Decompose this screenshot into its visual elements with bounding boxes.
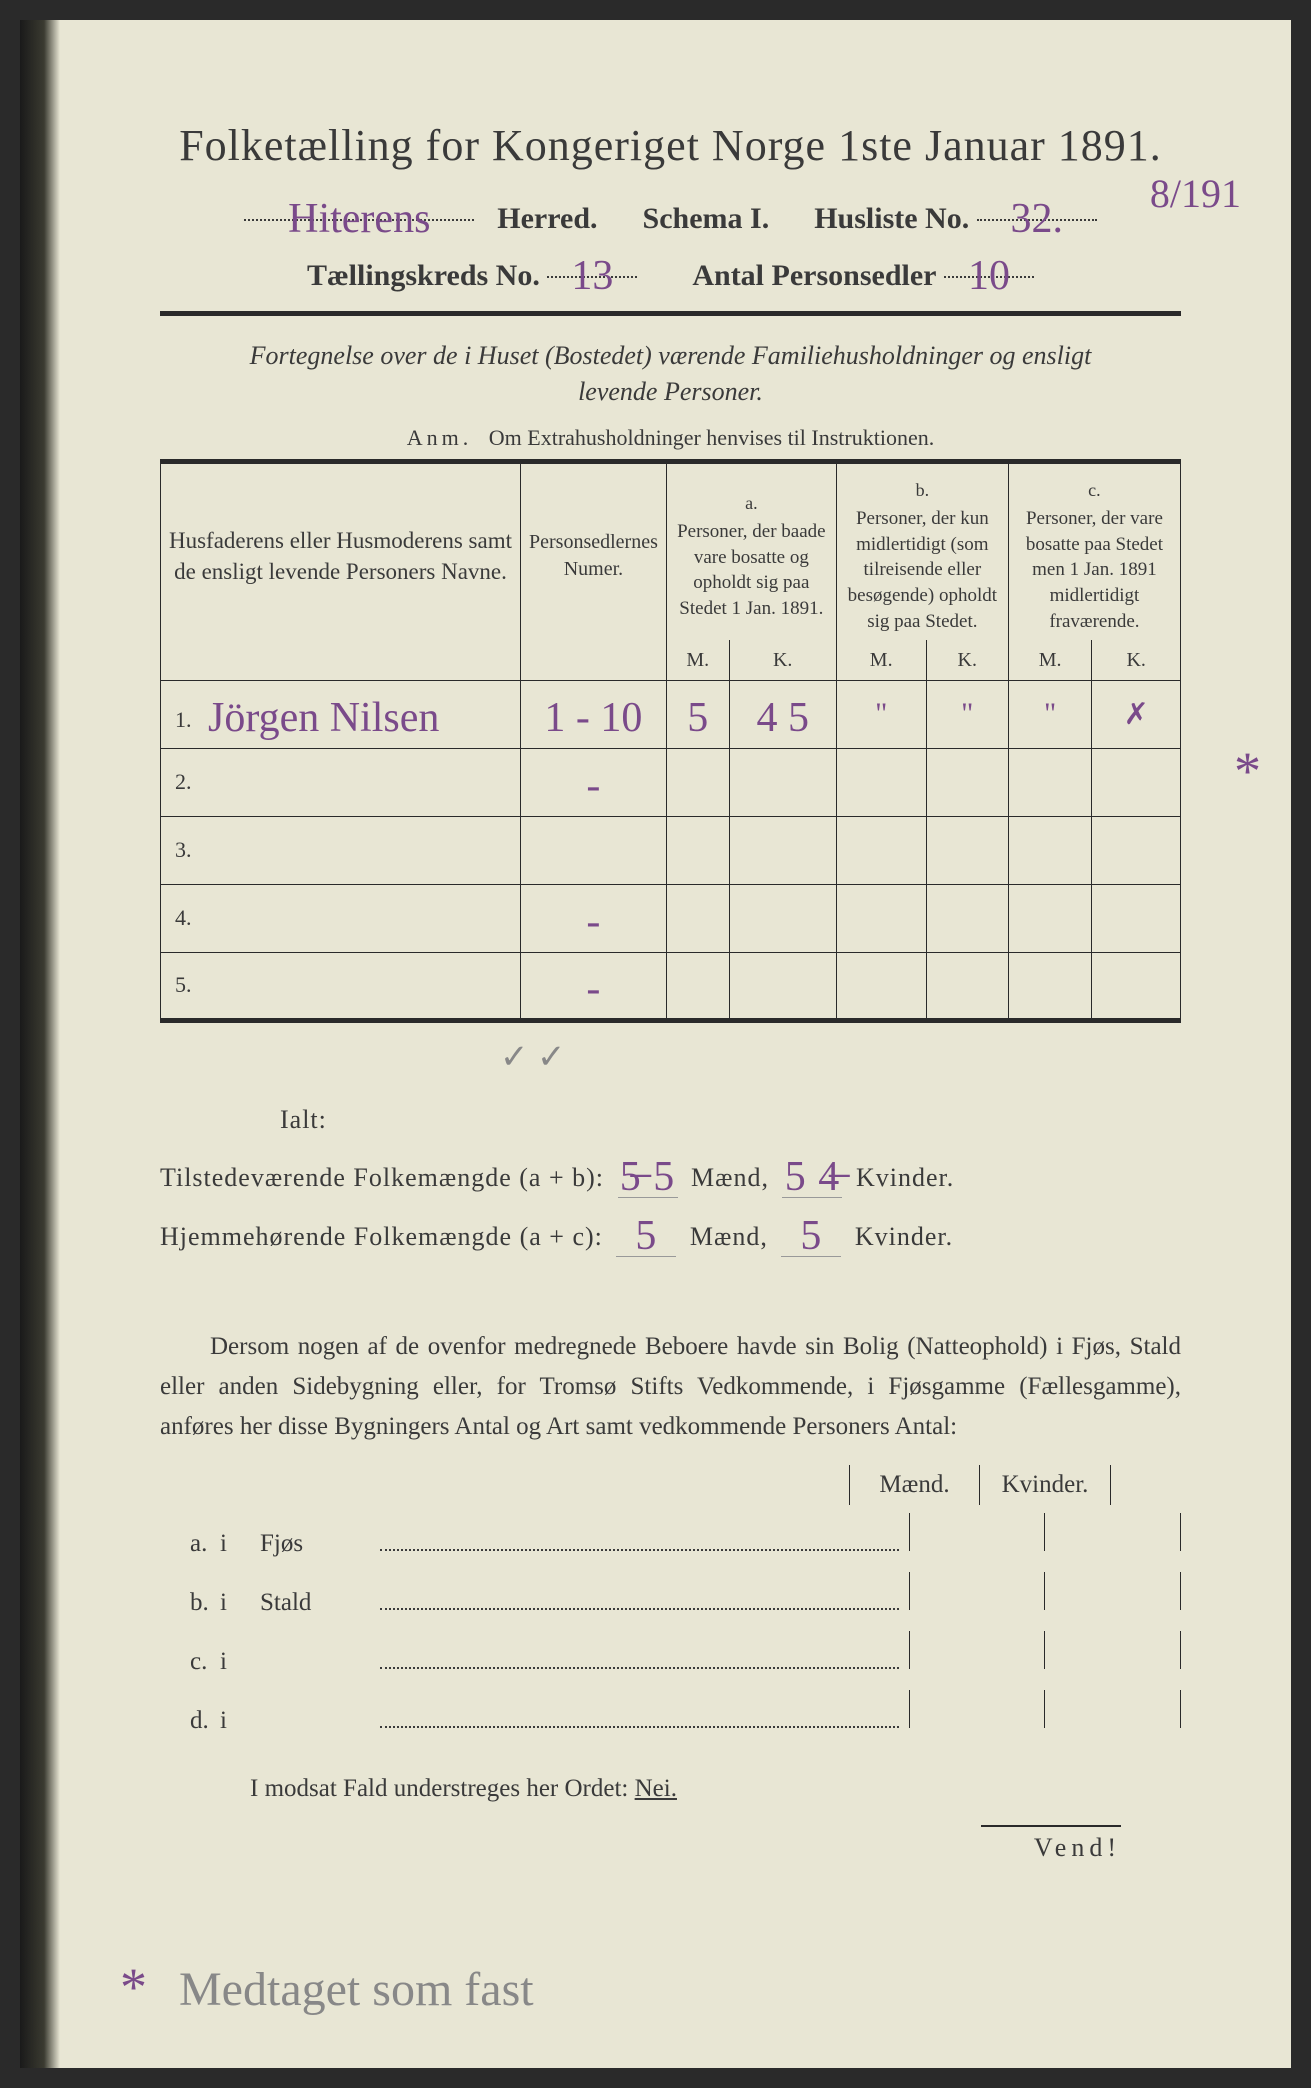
table-row: 4. - <box>161 884 1181 952</box>
census-form-page: Folketælling for Kongeriget Norge 1ste J… <box>20 20 1291 2068</box>
col-header-names: Husfaderens eller Husmoderens samt de en… <box>161 461 521 640</box>
table-row: 1. Jörgen Nilsen 1 - 10 5 4 5 " " " ✗ <box>161 680 1181 748</box>
subhead-a-m: M. <box>666 640 729 680</box>
col-header-a: a.Personer, der baade vare bosatte og op… <box>666 461 836 640</box>
kreds-label: Tællingskreds No. <box>307 259 540 292</box>
handwritten-footnote: * Medtaget som fast <box>120 1956 534 2018</box>
herred-label: Herred. <box>497 202 597 235</box>
col-header-b: b.Personer, der kun midlertidigt (som ti… <box>836 461 1008 640</box>
below-table-marks: ✓ ✓ <box>160 1037 1181 1077</box>
divider-rule <box>160 311 1181 316</box>
abcd-row: a. i Fjøs <box>160 1513 1181 1558</box>
abcd-list: a. i Fjøs b. i Stald c. i d. i <box>160 1513 1181 1735</box>
side-fraction: 8/191 <box>1150 170 1241 217</box>
table-row: 2. - <box>161 748 1181 816</box>
subhead-a-k: K. <box>729 640 836 680</box>
kreds-field: 13 <box>547 248 637 278</box>
antal-label: Antal Personsedler <box>692 259 936 292</box>
herred-field: Hiterens <box>244 191 474 221</box>
header-line-kreds: Tællingskreds No. 13 Antal Personsedler … <box>160 248 1181 293</box>
husliste-label: Husliste No. <box>814 202 969 235</box>
schema-label: Schema I. <box>643 202 770 235</box>
table-row: 5. - <box>161 952 1181 1020</box>
subhead-c-m: M. <box>1008 640 1092 680</box>
dersom-paragraph: Dersom nogen af de ovenfor medregnede Be… <box>160 1327 1181 1447</box>
ialt-block: Ialt: Tilstedeværende Folkemængde (a + b… <box>160 1105 1181 1257</box>
antal-field: 10 <box>944 248 1034 278</box>
modsat-line: I modsat Fald understreges her Ordet: Ne… <box>160 1775 1181 1803</box>
ialt-label: Ialt: <box>280 1105 1181 1135</box>
ialt-row-hjemme: Hjemmehørende Folkemængde (a + c): 5 Mæn… <box>160 1208 1181 1257</box>
footnote-asterisk: * <box>120 1957 147 2017</box>
abcd-row: b. i Stald <box>160 1572 1181 1617</box>
mk-maend: Mænd. <box>850 1465 980 1505</box>
subhead-b-m: M. <box>836 640 926 680</box>
husliste-field: 32. <box>977 191 1097 221</box>
subhead-b-k: K. <box>926 640 1008 680</box>
vend-label: Vend! <box>160 1833 1181 1863</box>
col-header-c: c.Personer, der vare bosatte paa Stedet … <box>1008 461 1180 640</box>
nei-word: Nei. <box>635 1775 677 1802</box>
fortegnelse-heading: Fortegnelse over de i Huset (Bostedet) v… <box>160 338 1181 411</box>
anm-note: Anm. Om Extrahusholdninger henvises til … <box>160 425 1181 451</box>
ialt-row-tilstede: Tilstedeværende Folkemængde (a + b): 5̶ … <box>160 1149 1181 1198</box>
subhead-c-k: K. <box>1092 640 1181 680</box>
abcd-row: c. i <box>160 1631 1181 1676</box>
census-table: Husfaderens eller Husmoderens samt de en… <box>160 459 1181 1023</box>
col-header-num: Personsedlernes Numer. <box>521 461 667 640</box>
table-row: 3. <box>161 816 1181 884</box>
mk-kvinder: Kvinder. <box>980 1465 1110 1505</box>
header-line-herred: Hiterens Herred. Schema I. Husliste No. … <box>160 191 1181 236</box>
page-title: Folketælling for Kongeriget Norge 1ste J… <box>160 120 1181 171</box>
table-body: 1. Jörgen Nilsen 1 - 10 5 4 5 " " " ✗ 2.… <box>161 680 1181 1020</box>
mk-col-header: Mænd.Kvinder. <box>160 1465 1181 1505</box>
margin-asterisk: * <box>1234 740 1261 802</box>
abcd-row: d. i <box>160 1690 1181 1735</box>
